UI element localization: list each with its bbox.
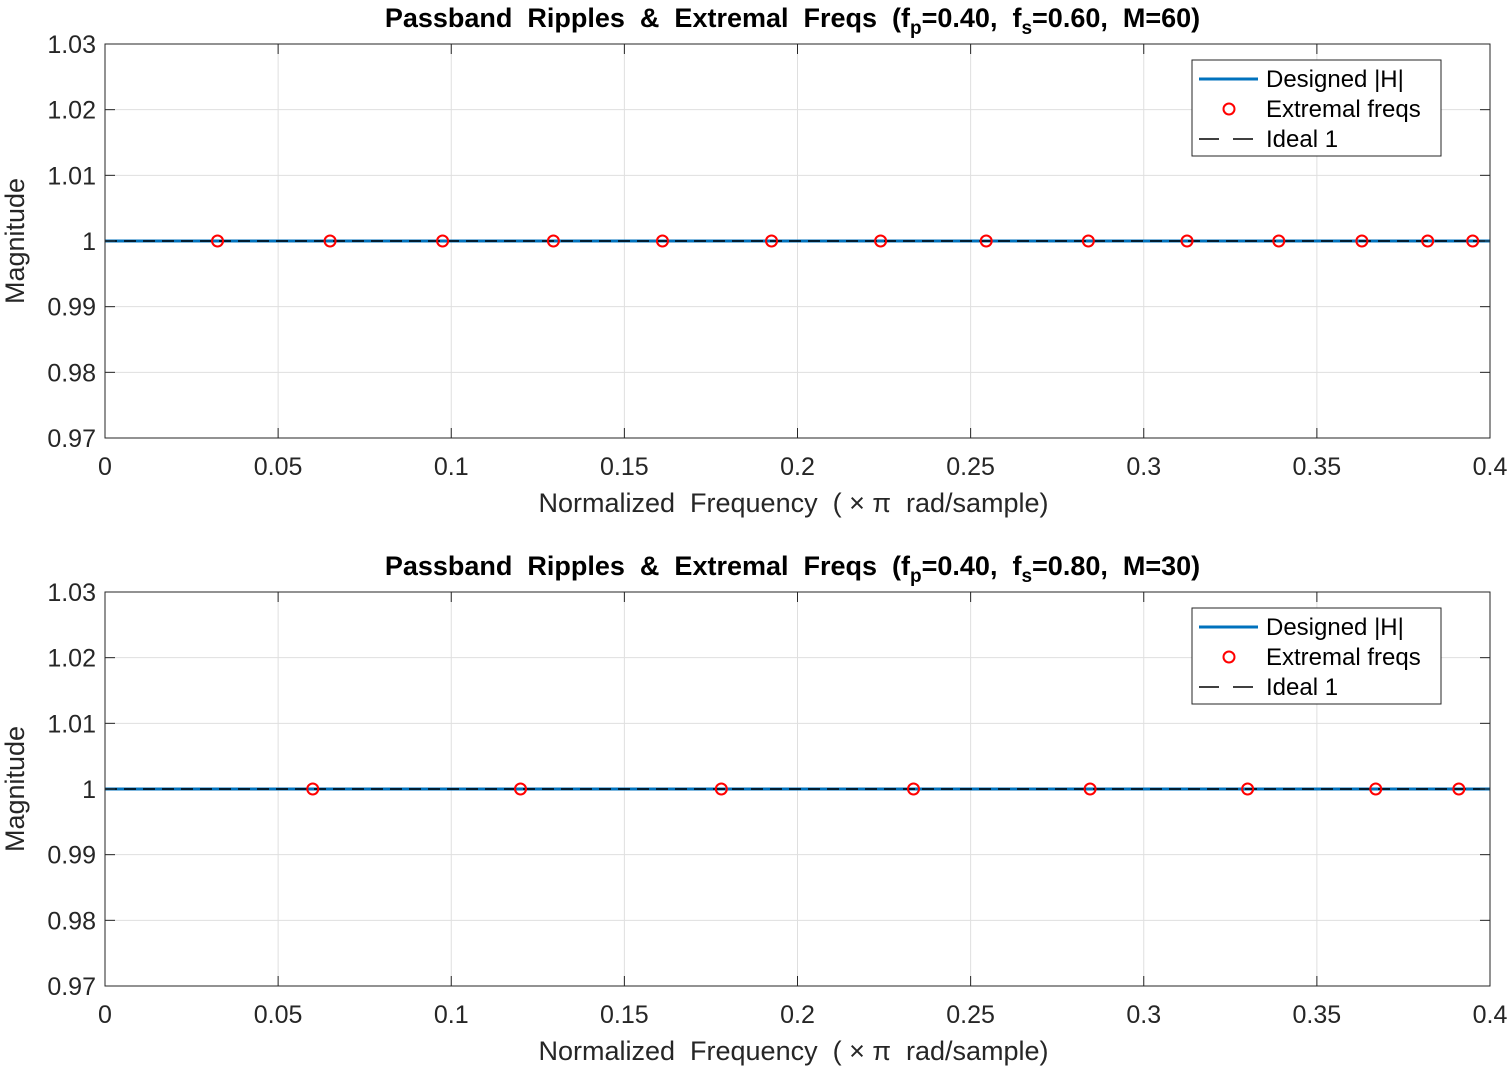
x-tick-label: 0.15 [600, 453, 649, 481]
y-tick-label: 1.01 [47, 162, 96, 190]
title-segment: Passband Ripples & Extremal Freqs (f [385, 3, 911, 33]
extremal-freq-marker [1272, 234, 1286, 248]
y-tick-label: 1.02 [47, 645, 96, 673]
x-tick-label: 0.3 [1126, 453, 1161, 481]
extremal-freq-marker [1452, 782, 1466, 796]
legend-swatch-marker [1222, 102, 1236, 116]
extremal-freq-marker [306, 782, 320, 796]
extremal-freq-marker [1083, 782, 1097, 796]
y-tick-label: 1 [82, 776, 96, 804]
x-tick-label: 0.35 [1293, 453, 1342, 481]
y-tick-label: 1 [82, 228, 96, 256]
extremal-freq-marker [1421, 234, 1435, 248]
y-tick-label: 1.03 [47, 31, 96, 59]
extremal-freq-marker [1369, 782, 1383, 796]
x-axis-label: Normalized Frequency ( × π rad/sample) [538, 488, 1048, 518]
y-tick-label: 0.98 [47, 907, 96, 935]
title-subscript: p [910, 18, 922, 39]
extremal-freq-marker [1180, 234, 1194, 248]
legend-label: Designed |H| [1266, 614, 1404, 641]
x-tick-label: 0 [98, 453, 112, 481]
title-segment: Passband Ripples & Extremal Freqs (f [385, 551, 911, 581]
extremal-freq-marker [1241, 782, 1255, 796]
extremal-freq-marker [436, 234, 450, 248]
y-tick-label: 1.03 [47, 579, 96, 607]
extremal-freq-marker [323, 234, 337, 248]
legend-label: Ideal 1 [1266, 126, 1338, 153]
extremal-freq-marker [1466, 234, 1480, 248]
subplot-top: 0 0.05 0.1 0.15 0.2 0.25 0.3 0.35 0.4 0.97 0.98 0.9… [0, 3, 1507, 518]
chart-title: Passband Ripples & Extremal Freqs (fp=0.… [385, 3, 1200, 39]
title-subscript: s [1021, 566, 1032, 587]
y-tick-label: 0.98 [47, 359, 96, 387]
extremal-freq-marker [874, 234, 888, 248]
extremal-freq-marker [211, 234, 225, 248]
y-tick-label: 0.97 [47, 425, 96, 453]
y-axis-label: Magnitude [0, 726, 30, 852]
subplot-bottom: 0 0.05 0.1 0.15 0.2 0.25 0.3 0.35 0.4 0.97 0.98 0.9… [0, 551, 1507, 1066]
legend-swatch-marker [1222, 650, 1236, 664]
y-tick-label: 0.97 [47, 973, 96, 1001]
x-tick-label: 0.2 [780, 453, 815, 481]
title-subscript: s [1021, 18, 1032, 39]
x-tick-label: 0 [98, 1001, 112, 1029]
legend-label: Designed |H| [1266, 66, 1404, 93]
x-axis-label: Normalized Frequency ( × π rad/sample) [538, 1036, 1048, 1066]
x-tick-label: 0.25 [946, 453, 995, 481]
title-segment: =0.40, f [922, 3, 1023, 33]
y-axis-label: Magnitude [0, 178, 30, 304]
y-tick-label: 0.99 [47, 842, 96, 870]
title-segment: =0.40, f [922, 551, 1023, 581]
title-segment: =0.80, M=30) [1032, 551, 1200, 581]
extremal-freq-marker [765, 234, 779, 248]
x-tick-label: 0.1 [434, 453, 469, 481]
x-tick-label: 0.1 [434, 1001, 469, 1029]
x-tick-label: 0.25 [946, 1001, 995, 1029]
x-tick-label: 0.35 [1293, 1001, 1342, 1029]
x-tick-label: 0.4 [1473, 453, 1508, 481]
legend-label: Ideal 1 [1266, 674, 1338, 701]
extremal-freq-marker [979, 234, 993, 248]
x-tick-label: 0.4 [1473, 1001, 1508, 1029]
legend-label: Extremal freqs [1266, 96, 1421, 123]
x-tick-label: 0.05 [254, 1001, 303, 1029]
extremal-freq-marker [546, 234, 560, 248]
x-tick-label: 0.15 [600, 1001, 649, 1029]
legend: Designed |H| Extremal freqs Ideal 1 [1191, 59, 1442, 157]
y-tick-label: 1.02 [47, 97, 96, 125]
x-tick-label: 0.05 [254, 453, 303, 481]
title-segment: =0.60, M=60) [1032, 3, 1200, 33]
x-tick-label: 0.3 [1126, 1001, 1161, 1029]
extremal-freq-marker [1355, 234, 1369, 248]
legend: Designed |H| Extremal freqs Ideal 1 [1191, 607, 1442, 705]
extremal-freq-marker [714, 782, 728, 796]
extremal-freq-marker [655, 234, 669, 248]
extremal-freq-marker [906, 782, 920, 796]
y-tick-label: 0.99 [47, 294, 96, 322]
legend-label: Extremal freqs [1266, 644, 1421, 671]
x-tick-label: 0.2 [780, 1001, 815, 1029]
extremal-freq-marker [514, 782, 527, 796]
title-subscript: p [910, 566, 922, 587]
y-tick-label: 1.01 [47, 710, 96, 738]
chart-title: Passband Ripples & Extremal Freqs (fp=0.… [385, 551, 1200, 587]
extremal-freq-marker [1081, 234, 1095, 248]
